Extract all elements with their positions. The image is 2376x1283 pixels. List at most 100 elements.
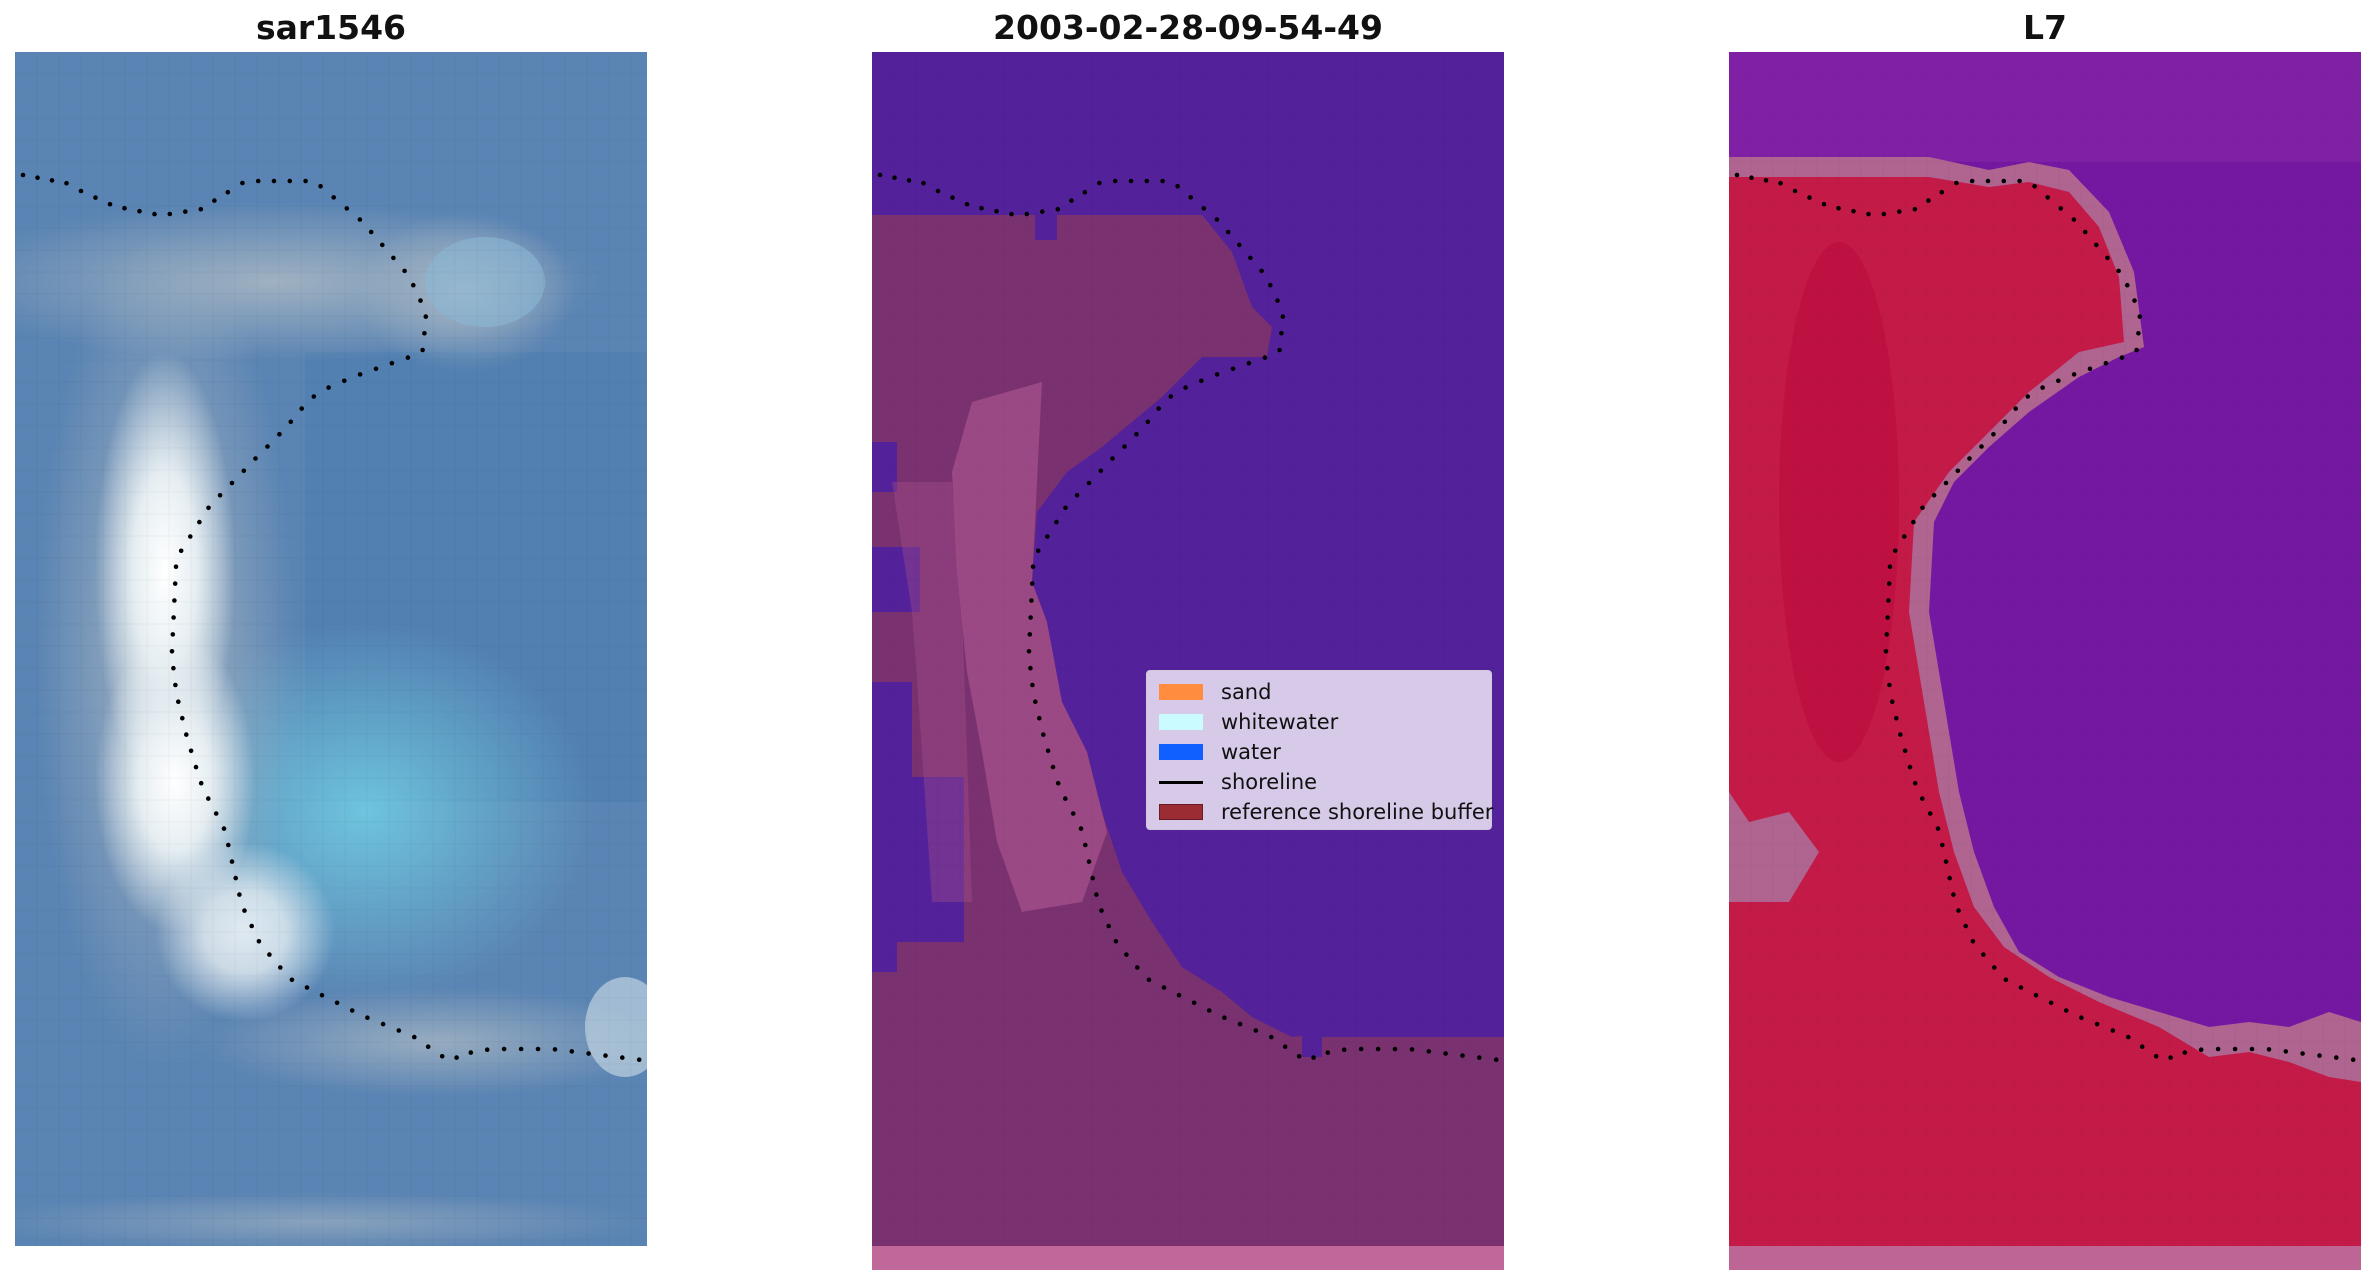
shoreline-dot (212, 198, 217, 203)
shoreline-dot (1090, 875, 1095, 881)
shoreline-dot (1931, 493, 1937, 498)
shoreline-dot (1807, 195, 1812, 200)
shoreline-dot (1951, 892, 1956, 897)
shoreline-dot (178, 548, 184, 554)
shoreline-dot (303, 178, 308, 184)
shoreline-dot (2215, 1046, 2221, 1052)
shoreline-dot (221, 826, 227, 831)
shoreline-dot (2232, 1046, 2238, 1052)
shoreline-dot (1907, 764, 1913, 770)
shoreline-dot (1055, 780, 1061, 786)
shoreline-dot (906, 178, 912, 183)
shoreline-dot (1050, 764, 1056, 770)
shoreline-dot (289, 977, 295, 983)
l7-index-image (1729, 52, 2361, 1270)
shoreline-dot (225, 189, 231, 195)
shoreline-dot (1112, 178, 1118, 184)
shoreline-dot (349, 1008, 355, 1013)
shoreline-dot (1086, 480, 1092, 486)
shoreline-dot (1409, 1047, 1415, 1052)
shoreline-dot (1128, 178, 1134, 184)
shoreline-dot (1275, 298, 1280, 303)
shoreline-dot (2300, 1051, 2305, 1056)
shoreline-dot (1146, 977, 1152, 983)
shoreline-dot (365, 1015, 370, 1020)
shoreline-dot (2139, 1044, 2145, 1049)
shoreline-dot (2094, 242, 2099, 248)
shoreline-dot (1262, 355, 1268, 360)
shoreline-dot (420, 347, 425, 353)
shoreline-dot (180, 715, 185, 721)
shoreline-dot (93, 195, 98, 200)
shoreline-dot (241, 468, 247, 474)
shoreline-dot (240, 180, 245, 186)
shoreline-dot (170, 632, 176, 637)
shoreline-dot (1279, 331, 1284, 336)
shoreline-dot (172, 581, 178, 586)
shoreline-dot (1183, 385, 1188, 390)
shoreline-dot (1477, 1055, 1482, 1060)
shoreline-dot (2116, 268, 2121, 274)
shoreline-dot (2002, 419, 2008, 425)
legend-label-water: water (1221, 740, 1281, 764)
shoreline-dot (1881, 211, 1887, 217)
legend-item-shoreline: shoreline (1159, 767, 1479, 797)
shoreline-dot (1886, 581, 1892, 586)
shoreline-dot (1311, 1055, 1316, 1060)
shoreline-dot (2094, 1021, 2100, 1027)
shoreline-dot (1935, 826, 1941, 831)
shoreline-dot (2283, 1049, 2289, 1054)
shoreline-dot (271, 178, 277, 184)
shoreline-line-swatch (1159, 780, 1203, 784)
shoreline-dot (1069, 198, 1074, 203)
shoreline-dot (2056, 378, 2061, 384)
shoreline-dot (1201, 206, 1207, 211)
shoreline-dot (167, 211, 173, 217)
shoreline-dot (425, 1044, 431, 1049)
shoreline-dot (892, 175, 897, 180)
shoreline-dot (1883, 649, 1889, 654)
shoreline-dot (1981, 952, 1986, 957)
shoreline-dot (1035, 548, 1041, 554)
shoreline-dot (2013, 406, 2018, 411)
shoreline-dot (368, 229, 374, 235)
shoreline-dot (1225, 229, 1231, 235)
shoreline-dot (1939, 189, 1945, 195)
shoreline-dot (979, 205, 984, 211)
shoreline-dot (1778, 180, 1783, 186)
shoreline-dot (1041, 732, 1046, 737)
shoreline-dot (233, 875, 238, 881)
shoreline-dot (1902, 748, 1908, 754)
shoreline-dot (237, 892, 242, 897)
shoreline-dot (357, 372, 363, 377)
shoreline-dot (1097, 180, 1102, 186)
shoreline-dot (1144, 178, 1150, 184)
shoreline-dot (1280, 314, 1286, 319)
legend: sand whitewater water shoreline referenc… (1146, 670, 1493, 830)
shoreline-dot (1969, 178, 1975, 184)
shoreline-dot (373, 366, 379, 372)
shoreline-dot (206, 505, 211, 511)
shoreline-dot (2350, 1057, 2356, 1062)
shoreline-dot (422, 331, 427, 336)
shoreline-dot (1943, 480, 1949, 486)
shoreline-dot (2105, 255, 2110, 261)
shoreline-dot (1191, 1000, 1197, 1006)
shoreline-dot (1124, 952, 1129, 957)
shoreline-dot (226, 842, 231, 848)
shoreline-dot (1160, 178, 1165, 184)
shoreline-dot (2025, 394, 2031, 399)
rgb-satellite-image (15, 52, 647, 1246)
shoreline-dot (267, 952, 272, 957)
shoreline-dot (389, 360, 395, 366)
shoreline-dot (319, 992, 325, 998)
shoreline-dot (1045, 748, 1051, 754)
shoreline-dot (1911, 519, 1916, 525)
shoreline-dot (2182, 1050, 2188, 1055)
shoreline-dot (1253, 1028, 1259, 1033)
shoreline-dot (1027, 632, 1033, 637)
shoreline-dot (1943, 859, 1949, 864)
reference-buffer-swatch (1159, 804, 1203, 820)
shoreline-dot (176, 699, 181, 704)
shoreline-dot (1375, 1046, 1381, 1052)
